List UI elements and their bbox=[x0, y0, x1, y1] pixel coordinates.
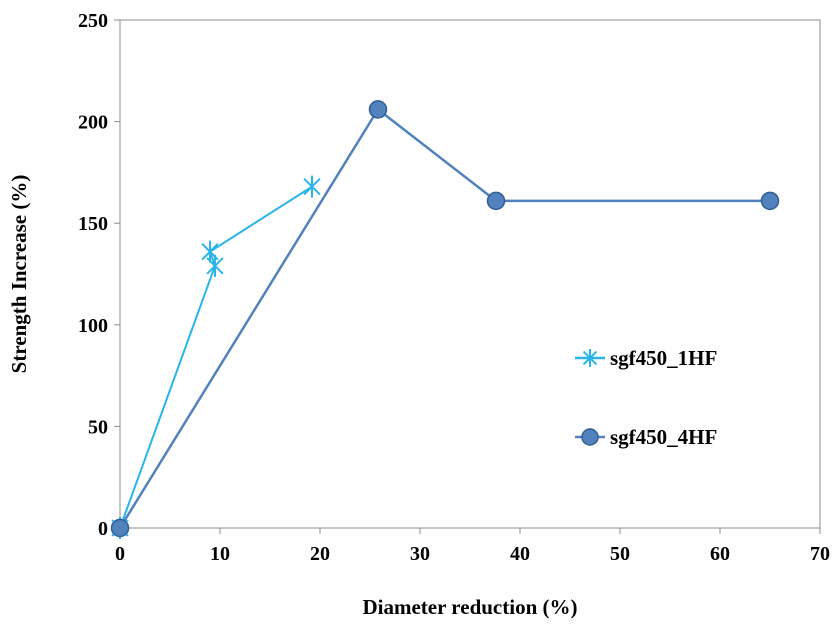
x-tick-label: 40 bbox=[510, 543, 530, 565]
y-tick-label: 0 bbox=[98, 518, 108, 540]
x-tick-label: 50 bbox=[610, 543, 630, 565]
series-sgf450_4HF bbox=[110, 100, 780, 538]
plot-area bbox=[119, 19, 821, 529]
x-tick-label: 70 bbox=[810, 543, 830, 565]
x-ticks: 0 10 20 30 40 50 60 70 bbox=[115, 528, 830, 565]
y-tick-label: 200 bbox=[78, 112, 108, 134]
data-point bbox=[201, 240, 219, 263]
x-axis-title: Diameter reduction (%) bbox=[362, 595, 577, 619]
data-point bbox=[110, 518, 130, 538]
y-tick-label: 150 bbox=[78, 213, 108, 235]
y-tick-label: 100 bbox=[78, 315, 108, 337]
y-tick-label: 250 bbox=[78, 10, 108, 32]
y-tick-label: 50 bbox=[88, 416, 108, 438]
y-axis-title: Strength Increase (%) bbox=[7, 175, 31, 374]
x-tick-label: 10 bbox=[210, 543, 230, 565]
legend-label: sgf450_4HF bbox=[610, 425, 717, 449]
legend-marker-icon bbox=[582, 349, 598, 367]
x-tick-label: 60 bbox=[710, 543, 730, 565]
data-point bbox=[760, 191, 780, 211]
legend-item: sgf450_1HF bbox=[575, 346, 717, 370]
y-ticks: 0 50 100 150 200 250 bbox=[78, 10, 120, 540]
data-point bbox=[368, 100, 388, 119]
legend-marker-icon bbox=[581, 428, 599, 446]
series-line bbox=[118, 107, 770, 529]
data-point bbox=[303, 175, 321, 198]
legend: sgf450_1HF sgf450_4HF bbox=[575, 346, 717, 449]
x-tick-label: 30 bbox=[410, 543, 430, 565]
x-tick-label: 20 bbox=[310, 543, 330, 565]
series-layer bbox=[110, 100, 780, 539]
x-tick-label: 0 bbox=[115, 543, 125, 565]
legend-item: sgf450_4HF bbox=[575, 425, 717, 449]
series-line bbox=[119, 185, 313, 529]
data-point bbox=[486, 191, 506, 211]
legend-label: sgf450_1HF bbox=[610, 346, 717, 370]
